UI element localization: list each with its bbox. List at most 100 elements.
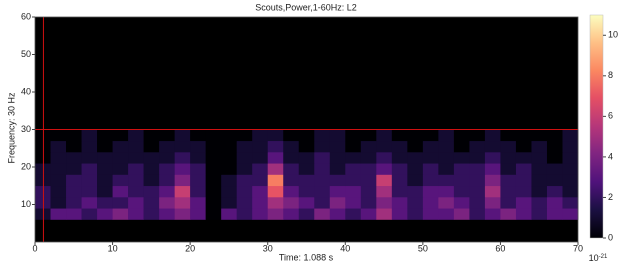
heatmap-cell — [268, 130, 284, 142]
heatmap-cell — [376, 197, 392, 209]
x-tick-label: 30 — [263, 243, 273, 253]
heatmap-cell — [113, 186, 129, 198]
heatmap-cell — [345, 141, 361, 153]
heatmap-cell — [454, 141, 470, 153]
heatmap-cell — [268, 208, 284, 220]
heatmap-cell — [283, 130, 299, 142]
heatmap-cell — [531, 186, 547, 198]
heatmap-cell — [159, 163, 175, 175]
heatmap-cell — [423, 197, 439, 209]
heatmap-cell — [361, 175, 377, 187]
heatmap-cell — [82, 152, 98, 164]
heatmap-cell — [314, 197, 330, 209]
heatmap-cell — [392, 208, 408, 220]
heatmap-cell — [438, 141, 454, 153]
heatmap-cell — [361, 163, 377, 175]
heatmap-cell — [485, 186, 501, 198]
heatmap-cell — [35, 175, 51, 187]
heatmap-cell — [531, 163, 547, 175]
heatmap-cell — [144, 197, 160, 209]
heatmap-cell — [66, 197, 82, 209]
heatmap-cell — [516, 130, 532, 142]
heatmap-cell — [268, 186, 284, 198]
heatmap-cell — [562, 197, 578, 209]
heatmap-cell — [206, 175, 222, 187]
heatmap-cell — [221, 163, 237, 175]
heatmap-cell — [128, 130, 144, 142]
heatmap-cell — [299, 175, 315, 187]
heatmap-cell — [268, 163, 284, 175]
heatmap-cell — [500, 130, 516, 142]
heatmap-cell — [66, 130, 82, 142]
heatmap-cell — [97, 197, 113, 209]
heatmap-cell — [144, 175, 160, 187]
heatmap-cell — [206, 186, 222, 198]
heatmap-cell — [268, 141, 284, 153]
heatmap-cell — [423, 152, 439, 164]
heatmap-cell — [531, 208, 547, 220]
heatmap-cell — [175, 163, 191, 175]
heatmap-cell — [159, 130, 175, 142]
heatmap-cell — [190, 130, 206, 142]
heatmap-cell — [516, 175, 532, 187]
heatmap-cell — [531, 152, 547, 164]
heatmap-cell — [175, 175, 191, 187]
heatmap-cell — [330, 141, 346, 153]
heatmap-cell — [454, 208, 470, 220]
heatmap-cell — [314, 186, 330, 198]
heatmap-cell — [237, 197, 253, 209]
heatmap-cell — [469, 163, 485, 175]
heatmap-cell — [376, 175, 392, 187]
heatmap-cell — [190, 197, 206, 209]
heatmap-cell — [113, 175, 129, 187]
heatmap-cell — [531, 197, 547, 209]
heatmap-cell — [485, 197, 501, 209]
heatmap-cell — [252, 141, 268, 153]
heatmap-cell — [562, 130, 578, 142]
chart: Scouts,Power,1-60Hz: L2 Time: 1.088 s Fr… — [0, 0, 628, 267]
heatmap-cell — [330, 163, 346, 175]
heatmap-cell — [268, 152, 284, 164]
heatmap-cell — [547, 130, 563, 142]
heatmap-cell — [423, 175, 439, 187]
heatmap-cell — [66, 208, 82, 220]
heatmap-cell — [51, 130, 67, 142]
heatmap-cell — [35, 141, 51, 153]
heatmap-cell — [314, 175, 330, 187]
heatmap-cell — [547, 186, 563, 198]
heatmap-cell — [423, 163, 439, 175]
heatmap-cell — [562, 186, 578, 198]
heatmap-cell — [221, 208, 237, 220]
heatmap-cell — [175, 208, 191, 220]
y-tick-label: 40 — [21, 86, 31, 96]
heatmap-cell — [206, 163, 222, 175]
heatmap-cell — [221, 197, 237, 209]
heatmap-cell — [66, 163, 82, 175]
heatmap-cell — [376, 208, 392, 220]
heatmap-cell — [423, 186, 439, 198]
heatmap-cell — [330, 208, 346, 220]
heatmap-cell — [423, 130, 439, 142]
y-tick-label: 50 — [21, 49, 31, 59]
heatmap-cell — [299, 163, 315, 175]
heatmap-cell — [159, 186, 175, 198]
heatmap-cell — [500, 163, 516, 175]
heatmap-cell — [237, 152, 253, 164]
heatmap-cell — [547, 141, 563, 153]
heatmap-cell — [283, 163, 299, 175]
heatmap-cell — [221, 141, 237, 153]
heatmap-cell — [345, 197, 361, 209]
heatmap-cell — [299, 130, 315, 142]
heatmap-cell — [97, 163, 113, 175]
heatmap-cell — [547, 208, 563, 220]
heatmap-cell — [345, 175, 361, 187]
heatmap-cell — [82, 130, 98, 142]
heatmap-cell — [97, 141, 113, 153]
colorbar-tick-label: 8 — [608, 70, 613, 80]
x-tick-label: 0 — [32, 243, 37, 253]
heatmap-cell — [314, 152, 330, 164]
heatmap-cell — [392, 197, 408, 209]
heatmap-cell — [252, 186, 268, 198]
heatmap-cell — [407, 197, 423, 209]
heatmap-cell — [237, 186, 253, 198]
